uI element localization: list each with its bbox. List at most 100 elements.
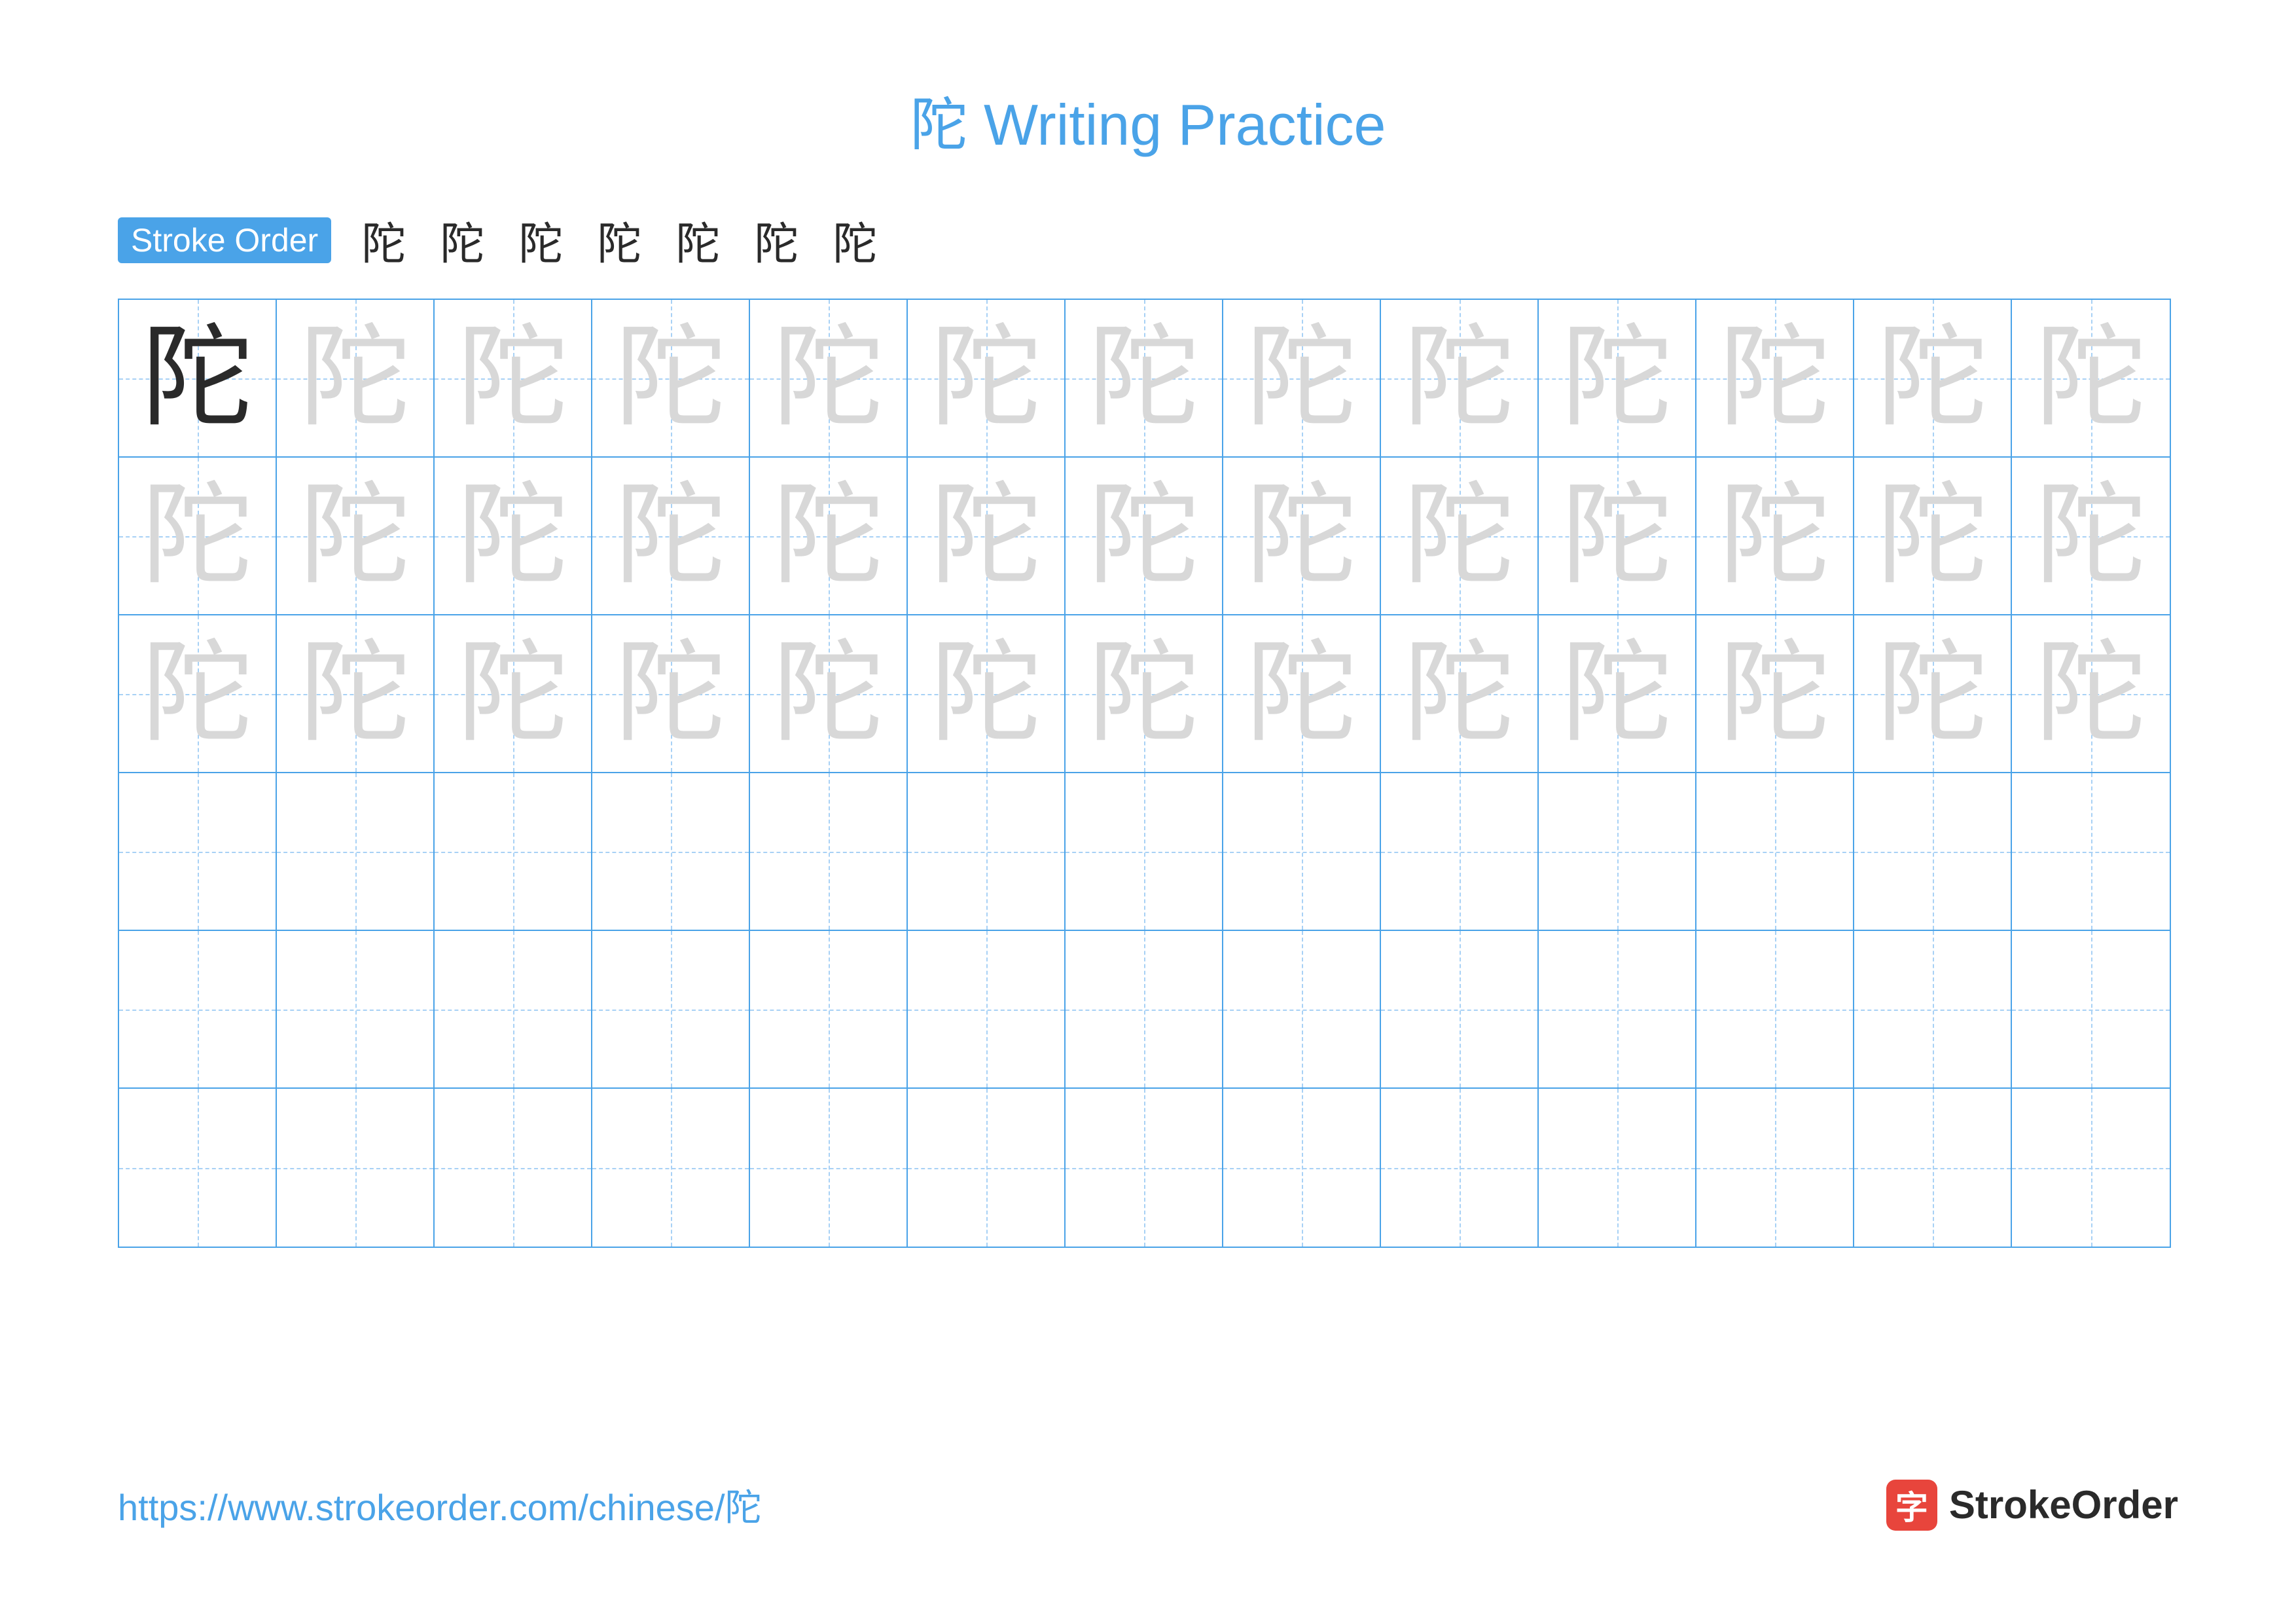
grid-cell: 陀 (1539, 300, 1696, 458)
grid-cell (1066, 931, 1223, 1089)
grid-cell: 陀 (1854, 615, 2012, 773)
grid-cell (435, 773, 592, 931)
grid-cell (1696, 1089, 1854, 1247)
trace-character: 陀 (1876, 481, 1988, 592)
grid-cell: 陀 (1854, 300, 2012, 458)
grid-cell: 陀 (1539, 615, 1696, 773)
trace-character: 陀 (1719, 638, 1830, 750)
grid-cell: 陀 (1223, 615, 1381, 773)
grid-cell: 陀 (1381, 300, 1539, 458)
grid-cell: 陀 (435, 458, 592, 615)
trace-character: 陀 (299, 481, 410, 592)
trace-character: 陀 (1403, 638, 1515, 750)
grid-cell (119, 773, 277, 931)
grid-cell: 陀 (1539, 458, 1696, 615)
grid-cell (1223, 773, 1381, 931)
trace-character: 陀 (772, 638, 884, 750)
trace-character: 陀 (615, 323, 726, 434)
trace-character: 陀 (1719, 481, 1830, 592)
stroke-step: 陀 (508, 208, 573, 272)
grid-cell: 陀 (750, 458, 908, 615)
grid-cell (1539, 773, 1696, 931)
grid-cell: 陀 (277, 615, 435, 773)
brand: 字 StrokeOrder (1886, 1480, 2178, 1531)
trace-character: 陀 (1876, 323, 1988, 434)
trace-character: 陀 (1561, 323, 1672, 434)
trace-character: 陀 (1246, 481, 1357, 592)
grid-cell: 陀 (1066, 300, 1223, 458)
grid-cell: 陀 (750, 615, 908, 773)
trace-character: 陀 (141, 481, 253, 592)
trace-character: 陀 (299, 638, 410, 750)
grid-cell (119, 931, 277, 1089)
grid-cell (277, 931, 435, 1089)
grid-cell: 陀 (1066, 458, 1223, 615)
grid-cell (1854, 773, 2012, 931)
stroke-steps-container: 陀陀陀陀陀陀陀 (351, 208, 888, 272)
stroke-step: 陀 (665, 208, 730, 272)
trace-character: 陀 (1088, 481, 1199, 592)
trace-character: 陀 (930, 323, 1041, 434)
trace-character: 陀 (1876, 638, 1988, 750)
trace-character: 陀 (1561, 481, 1672, 592)
grid-cell (1539, 931, 1696, 1089)
trace-character: 陀 (1403, 481, 1515, 592)
grid-cell (1696, 931, 1854, 1089)
grid-cell (277, 1089, 435, 1247)
source-url-link[interactable]: https://www.strokeorder.com/chinese/陀 (118, 1478, 762, 1531)
trace-character: 陀 (2035, 323, 2146, 434)
stroke-order-label: Stroke Order (118, 217, 331, 263)
grid-cell (1696, 773, 1854, 931)
grid-cell: 陀 (277, 300, 435, 458)
stroke-step: 陀 (744, 208, 809, 272)
grid-cell (592, 931, 750, 1089)
trace-character: 陀 (141, 638, 253, 750)
grid-cell (750, 931, 908, 1089)
grid-cell (435, 931, 592, 1089)
grid-cell: 陀 (119, 458, 277, 615)
trace-character: 陀 (1088, 323, 1199, 434)
trace-character: 陀 (772, 481, 884, 592)
grid-cell (1539, 1089, 1696, 1247)
brand-icon: 字 (1886, 1480, 1937, 1531)
trace-character: 陀 (1246, 638, 1357, 750)
footer: https://www.strokeorder.com/chinese/陀 字 … (118, 1478, 2178, 1531)
stroke-step: 陀 (429, 208, 495, 272)
grid-cell (2012, 931, 2170, 1089)
grid-cell (1854, 1089, 2012, 1247)
grid-cell (119, 1089, 277, 1247)
trace-character: 陀 (930, 638, 1041, 750)
trace-character: 陀 (615, 638, 726, 750)
trace-character: 陀 (2035, 638, 2146, 750)
grid-cell (277, 773, 435, 931)
practice-grid: 陀陀陀陀陀陀陀陀陀陀陀陀陀陀陀陀陀陀陀陀陀陀陀陀陀陀陀陀陀陀陀陀陀陀陀陀陀陀陀 (118, 299, 2171, 1248)
trace-character: 陀 (141, 323, 253, 434)
trace-character: 陀 (1088, 638, 1199, 750)
stroke-step: 陀 (822, 208, 888, 272)
grid-cell (750, 1089, 908, 1247)
trace-character: 陀 (1403, 323, 1515, 434)
grid-cell (908, 773, 1066, 931)
stroke-step: 陀 (351, 208, 416, 272)
grid-cell (435, 1089, 592, 1247)
trace-character: 陀 (772, 323, 884, 434)
grid-cell (2012, 773, 2170, 931)
grid-cell: 陀 (1223, 458, 1381, 615)
grid-cell: 陀 (592, 300, 750, 458)
grid-cell: 陀 (592, 615, 750, 773)
grid-cell: 陀 (1696, 300, 1854, 458)
grid-cell: 陀 (2012, 300, 2170, 458)
grid-cell: 陀 (119, 300, 277, 458)
grid-cell: 陀 (1854, 458, 2012, 615)
grid-cell (908, 1089, 1066, 1247)
trace-character: 陀 (1246, 323, 1357, 434)
grid-cell: 陀 (435, 615, 592, 773)
grid-cell (1854, 931, 2012, 1089)
grid-cell: 陀 (1696, 615, 1854, 773)
grid-cell: 陀 (908, 300, 1066, 458)
grid-cell: 陀 (1223, 300, 1381, 458)
trace-character: 陀 (1561, 638, 1672, 750)
page-title: 陀 Writing Practice (118, 79, 2178, 162)
grid-cell: 陀 (908, 615, 1066, 773)
grid-cell (1381, 931, 1539, 1089)
